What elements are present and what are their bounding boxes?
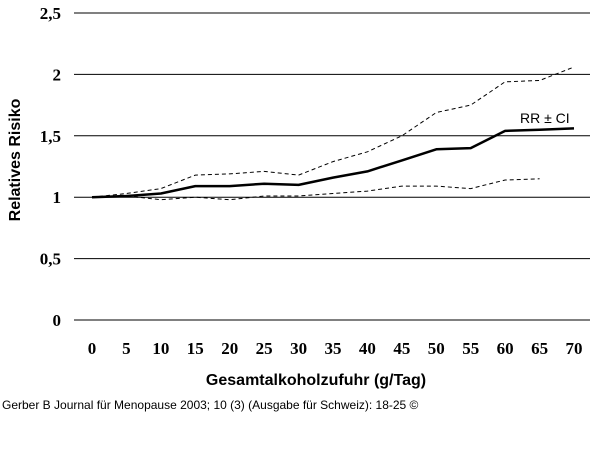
- x-tick-label: 15: [187, 339, 204, 358]
- x-tick-label: 65: [531, 339, 548, 358]
- x-tick-label: 10: [152, 339, 169, 358]
- x-tick-label: 0: [88, 339, 97, 358]
- x-tick-label: 20: [221, 339, 238, 358]
- y-tick-label: 2: [53, 65, 62, 84]
- x-tick-label: 50: [428, 339, 445, 358]
- x-tick-label: 55: [462, 339, 479, 358]
- y-tick-label: 1: [53, 188, 62, 207]
- lower_ci-line: [91, 178, 540, 201]
- x-tick-label: 70: [566, 339, 583, 358]
- x-tick-label: 40: [359, 339, 376, 358]
- x-tick-label: 45: [393, 339, 410, 358]
- y-tick-label: 0,5: [40, 250, 61, 269]
- x-tick-label: 5: [122, 339, 131, 358]
- x-axis-title: Gesamtalkoholzufuhr (g/Tag): [206, 372, 426, 389]
- rr-ci-annotation: RR ± CI: [520, 110, 570, 126]
- source-caption: Gerber B Journal für Menopause 2003; 10 …: [2, 398, 419, 412]
- x-tick-label: 30: [290, 339, 307, 358]
- upper_ci-line: [91, 66, 575, 198]
- x-tick-labels: 0 5 10 15 20 25 30 35 40 45 50 55 60 65 70: [88, 339, 583, 358]
- x-tick-label: 60: [497, 339, 514, 358]
- y-tick-label: 1,5: [40, 127, 61, 146]
- y-tick-labels: 0 0,5 1 1,5 2 2,5: [40, 4, 61, 330]
- y-axis-title: Relatives Risiko: [7, 98, 24, 221]
- series-lines: [91, 66, 575, 201]
- y-tick-label: 2,5: [40, 4, 61, 23]
- grid-lines: [74, 12, 590, 321]
- x-tick-label: 35: [325, 339, 342, 358]
- rr-line: [91, 127, 575, 199]
- y-tick-label: 0: [53, 311, 62, 330]
- x-tick-label: 25: [256, 339, 273, 358]
